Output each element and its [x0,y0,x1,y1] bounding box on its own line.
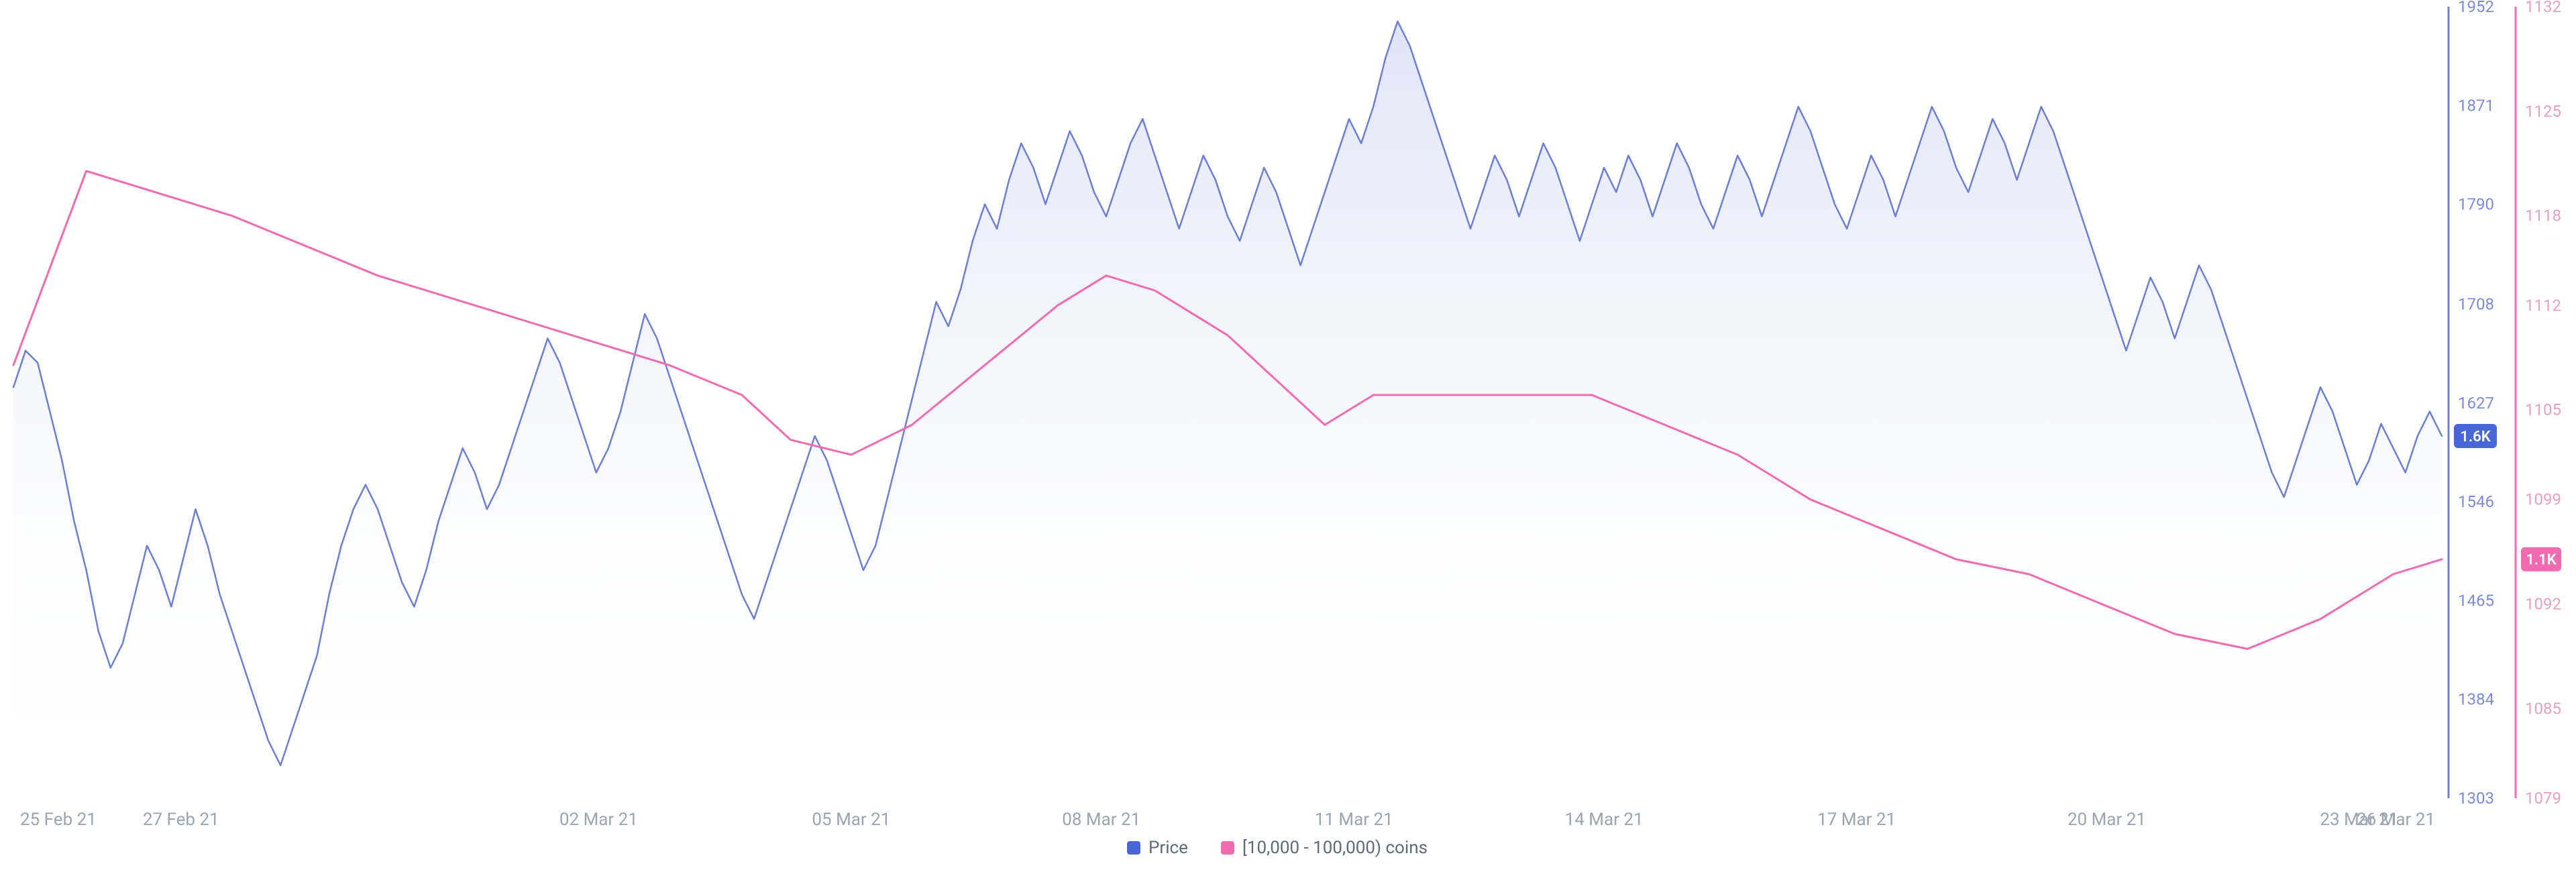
y-right-tick-label: 1132 [2525,0,2561,16]
y-left-tick-label: 1546 [2458,492,2494,511]
y-left-tick-label: 1871 [2458,96,2494,115]
x-tick-label: 11 Mar 21 [1315,810,1393,830]
y-right-tick-label: 1125 [2525,102,2561,121]
legend-label-coins: [10,000 - 100,000) coins [1242,838,1428,858]
legend-swatch-price [1127,841,1140,855]
y-left-tick-label: 1627 [2458,394,2494,413]
legend-swatch-coins [1221,841,1234,855]
x-tick-label: 02 Mar 21 [559,810,638,830]
legend: Price [10,000 - 100,000) coins [1127,838,1428,858]
y-right-tick-label: 1085 [2525,699,2561,718]
y-right-tick-label: 1112 [2525,296,2561,315]
x-tick-label: 14 Mar 21 [1565,810,1644,830]
y-left-tick-label: 1465 [2458,591,2494,610]
legend-label-price: Price [1148,838,1188,858]
y-right-tick-label: 1105 [2525,400,2561,419]
x-tick-label: 20 Mar 21 [2068,810,2146,830]
y-right-tick-label: 1099 [2525,490,2561,509]
x-tick-label: 26 Mar 21 [2357,810,2435,830]
x-tick-label: 17 Mar 21 [1817,810,1896,830]
y-right-tick-label: 1118 [2525,207,2561,225]
y-right-tick-label: 1092 [2525,595,2561,614]
coins-current-badge: 1.1K [2521,547,2561,571]
price-current-badge: 1.6K [2454,424,2497,448]
chart-svg: 1303 1384 1465 1546 1627 1708 1790 1871 1952 1079… [0,0,2576,872]
y-left-tick-label: 1708 [2458,295,2494,314]
dual-axis-price-chart: 1303 1384 1465 1546 1627 1708 1790 1871 1952 1079… [0,0,2576,872]
y-left-tick-label: 1790 [2458,195,2494,214]
y-right-tick-label: 1079 [2525,789,2561,808]
x-tick-label: 27 Feb 21 [143,810,219,830]
x-tick-label: 05 Mar 21 [812,810,890,830]
x-tick-label: 08 Mar 21 [1062,810,1140,830]
y-left-tick-label: 1384 [2458,690,2494,709]
x-tick-label: 25 Feb 21 [20,810,97,830]
y-left-tick-label: 1952 [2458,0,2494,16]
svg-text:1.1K: 1.1K [2526,552,2557,569]
price-area [13,21,2442,798]
svg-text:1.6K: 1.6K [2460,429,2491,445]
y-left-tick-label: 1303 [2458,789,2494,808]
